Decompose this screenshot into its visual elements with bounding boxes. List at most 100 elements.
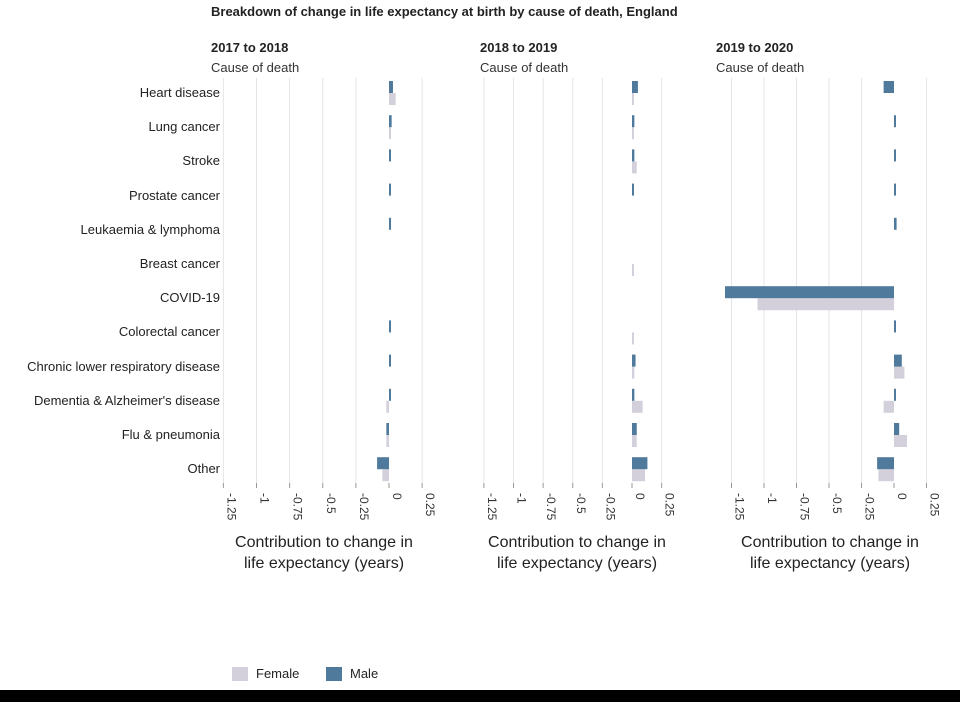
bar-female <box>878 469 894 482</box>
bar-male <box>632 354 636 367</box>
bar-female <box>883 400 894 413</box>
x-tick-label: 0.25 <box>423 493 437 517</box>
bar-male <box>389 354 391 367</box>
category-label: Chronic lower respiratory disease <box>27 358 220 374</box>
bar-female <box>757 298 894 311</box>
bar-male <box>632 81 638 93</box>
x-axis-label-line2: life expectancy (years) <box>243 555 405 572</box>
bar-male <box>877 457 894 470</box>
category-label: Flu & pneumonia <box>121 427 220 442</box>
bar-female <box>389 93 396 105</box>
bar-male <box>894 354 902 367</box>
bar-male <box>632 183 634 196</box>
bar-female <box>632 332 634 345</box>
x-tick-label: 0 <box>895 493 909 500</box>
x-tick-label: -0.5 <box>574 493 588 514</box>
panel-subtitle-3: Cause of death <box>716 60 805 75</box>
category-label: Breast cancer <box>139 256 220 271</box>
x-tick-label: -0.25 <box>863 493 877 521</box>
x-axis-label-line1: Contribution to change in <box>488 534 666 551</box>
legend-female: Female <box>232 666 299 681</box>
bar-male <box>632 457 648 470</box>
x-tick-label: 0.25 <box>928 493 942 517</box>
bar-female <box>632 469 646 482</box>
bar-female <box>632 366 635 379</box>
x-axis-label-3: Contribution to change in life expectanc… <box>720 532 940 574</box>
x-tick-label: -1 <box>765 493 779 504</box>
x-tick-label: -1.25 <box>224 493 238 521</box>
bar-female <box>632 93 634 105</box>
bar-male <box>389 388 391 401</box>
bar-female <box>894 366 905 379</box>
bar-female <box>632 161 637 174</box>
bar-male <box>386 423 389 435</box>
x-tick-label: 0 <box>390 493 404 500</box>
bar-male <box>389 115 392 128</box>
x-tick-label: -1 <box>515 493 529 504</box>
panel-title-1: 2017 to 2018 <box>211 40 289 55</box>
bar-male <box>894 423 900 435</box>
bar-male <box>389 81 393 93</box>
bar-female <box>382 469 389 482</box>
legend-female-swatch <box>232 666 248 681</box>
panel-subtitle-1: Cause of death <box>211 60 300 75</box>
x-tick-label: 0 <box>633 493 647 500</box>
bar-male <box>632 149 635 162</box>
category-label: Leukaemia & lymphoma <box>80 221 220 237</box>
category-label: Other <box>187 461 220 477</box>
x-tick-label: -0.25 <box>603 493 617 521</box>
x-axis-label-line2: life expectancy (years) <box>496 555 658 572</box>
x-tick-label: 0.25 <box>663 493 677 517</box>
bar-female <box>386 400 389 413</box>
x-tick-label: -0.5 <box>324 493 338 514</box>
bottom-bar <box>0 690 960 702</box>
bar-male <box>632 423 637 435</box>
chart-title: Breakdown of change in life expectancy a… <box>211 4 678 19</box>
x-axis-label-line2: life expectancy (years) <box>749 555 911 572</box>
x-axis-label-line1: Contribution to change in <box>741 534 919 551</box>
bar-female <box>632 264 634 276</box>
category-label: COVID-19 <box>160 290 220 306</box>
bar-male <box>894 183 896 196</box>
category-label: Dementia & Alzheimer's disease <box>33 392 220 408</box>
legend-male-swatch <box>326 666 342 681</box>
bar-male <box>894 217 897 230</box>
panel-title-2: 2018 to 2019 <box>480 40 558 55</box>
bar-male <box>894 115 896 128</box>
bar-female <box>632 435 637 447</box>
x-tick-label: -0.5 <box>830 493 844 514</box>
bar-female <box>386 435 389 447</box>
panel-subtitle-2: Cause of death <box>480 60 569 75</box>
bar-female <box>632 127 634 140</box>
category-label: Stroke <box>182 153 220 169</box>
x-axis-label-line1: Contribution to change in <box>235 534 413 551</box>
bar-male <box>632 115 635 128</box>
bar-male <box>632 388 635 401</box>
x-tick-label: -1 <box>258 493 272 504</box>
category-label: Colorectal cancer <box>118 324 220 340</box>
legend-male-label: Male <box>350 666 379 681</box>
bar-male <box>389 149 391 162</box>
panel-title-3: 2019 to 2020 <box>716 40 794 55</box>
bar-female <box>632 400 643 413</box>
bar-male <box>389 183 391 196</box>
bar-male <box>894 320 896 333</box>
x-axis-label-1: Contribution to change in life expectanc… <box>214 532 434 574</box>
x-tick-label: -0.25 <box>357 493 371 521</box>
category-label: Lung cancer <box>148 119 220 135</box>
x-tick-label: -0.75 <box>291 493 305 521</box>
bar-male <box>389 217 391 230</box>
x-axis-label-2: Contribution to change in life expectanc… <box>467 532 687 574</box>
x-tick-label: -0.75 <box>798 493 812 521</box>
bar-female <box>894 435 907 447</box>
bar-male <box>894 388 896 401</box>
legend-female-label: Female <box>256 666 300 681</box>
legend-male: Male <box>326 666 378 681</box>
x-tick-label: -1.25 <box>485 493 499 521</box>
bar-male <box>389 320 391 333</box>
bar-male <box>725 286 894 299</box>
category-label: Heart disease <box>139 85 220 100</box>
bar-male <box>377 457 389 470</box>
x-tick-label: -0.75 <box>544 493 558 521</box>
